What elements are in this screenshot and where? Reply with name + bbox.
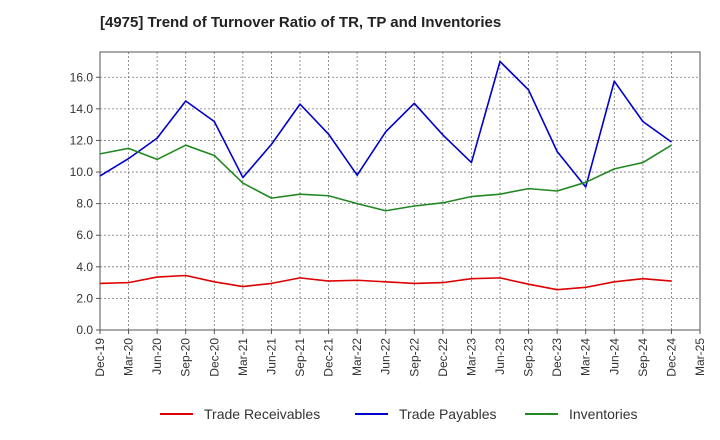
- series-line-trade-payables: [99, 60, 672, 188]
- x-tick-label: Dec-24: [664, 338, 678, 377]
- legend-label-inventories: Inventories: [569, 406, 637, 422]
- x-tick-label: Dec-22: [436, 338, 450, 377]
- series-line-trade-receivables: [99, 274, 672, 291]
- x-tick-label: Jun-24: [607, 338, 621, 375]
- series-line-inventories: [99, 144, 672, 212]
- series-lines: [99, 60, 672, 291]
- x-tick-label: Dec-23: [550, 338, 564, 377]
- x-tick-label: Jun-20: [150, 338, 164, 375]
- y-tick-label: 12.0: [70, 133, 94, 147]
- x-tick-label: Sep-21: [293, 338, 307, 377]
- x-tick-label: Dec-19: [93, 338, 107, 377]
- x-tick-label: Sep-20: [179, 338, 193, 377]
- x-axis-ticks: Dec-19 Mar-20 Jun-20 Sep-20 Dec-20 Mar-21 Jun-…: [93, 330, 707, 377]
- y-tick-label: 4.0: [76, 260, 93, 274]
- x-tick-label: Jun-21: [264, 338, 278, 375]
- legend: Trade Receivables Trade Payables Inventori…: [160, 406, 637, 422]
- x-tick-label: Mar-24: [579, 338, 593, 376]
- chart-title: [4975] Trend of Turnover Ratio of TR, TP…: [100, 14, 502, 31]
- x-tick-label: Sep-22: [407, 338, 421, 377]
- x-tick-label: Mar-23: [464, 338, 478, 376]
- y-tick-label: 8.0: [76, 197, 93, 211]
- y-tick-label: 14.0: [70, 102, 94, 116]
- x-tick-label: Mar-25: [693, 338, 707, 376]
- x-tick-label: Sep-23: [522, 338, 536, 377]
- x-tick-label: Jun-23: [493, 338, 507, 375]
- plot-border: [99, 51, 701, 331]
- y-tick-label: 0.0: [76, 323, 93, 337]
- plot-area: [100, 52, 700, 330]
- x-tick-label: Dec-20: [207, 338, 221, 377]
- y-tick-label: 16.0: [70, 70, 94, 84]
- x-tick-label: Sep-24: [636, 338, 650, 377]
- legend-label-trade-receivables: Trade Receivables: [204, 406, 320, 422]
- y-axis-ticks: 0.0 2.0 4.0 6.0 8.0 10.0 12.0 14.0 16.0: [70, 70, 100, 337]
- y-tick-label: 2.0: [76, 291, 93, 305]
- x-tick-label: Jun-22: [379, 338, 393, 375]
- y-tick-label: 6.0: [76, 228, 93, 242]
- x-tick-label: Mar-21: [236, 338, 250, 376]
- legend-label-trade-payables: Trade Payables: [399, 406, 497, 422]
- x-tick-label: Mar-22: [350, 338, 364, 376]
- x-tick-label: Dec-21: [322, 338, 336, 377]
- y-tick-label: 10.0: [70, 165, 94, 179]
- x-tick-label: Mar-20: [122, 338, 136, 376]
